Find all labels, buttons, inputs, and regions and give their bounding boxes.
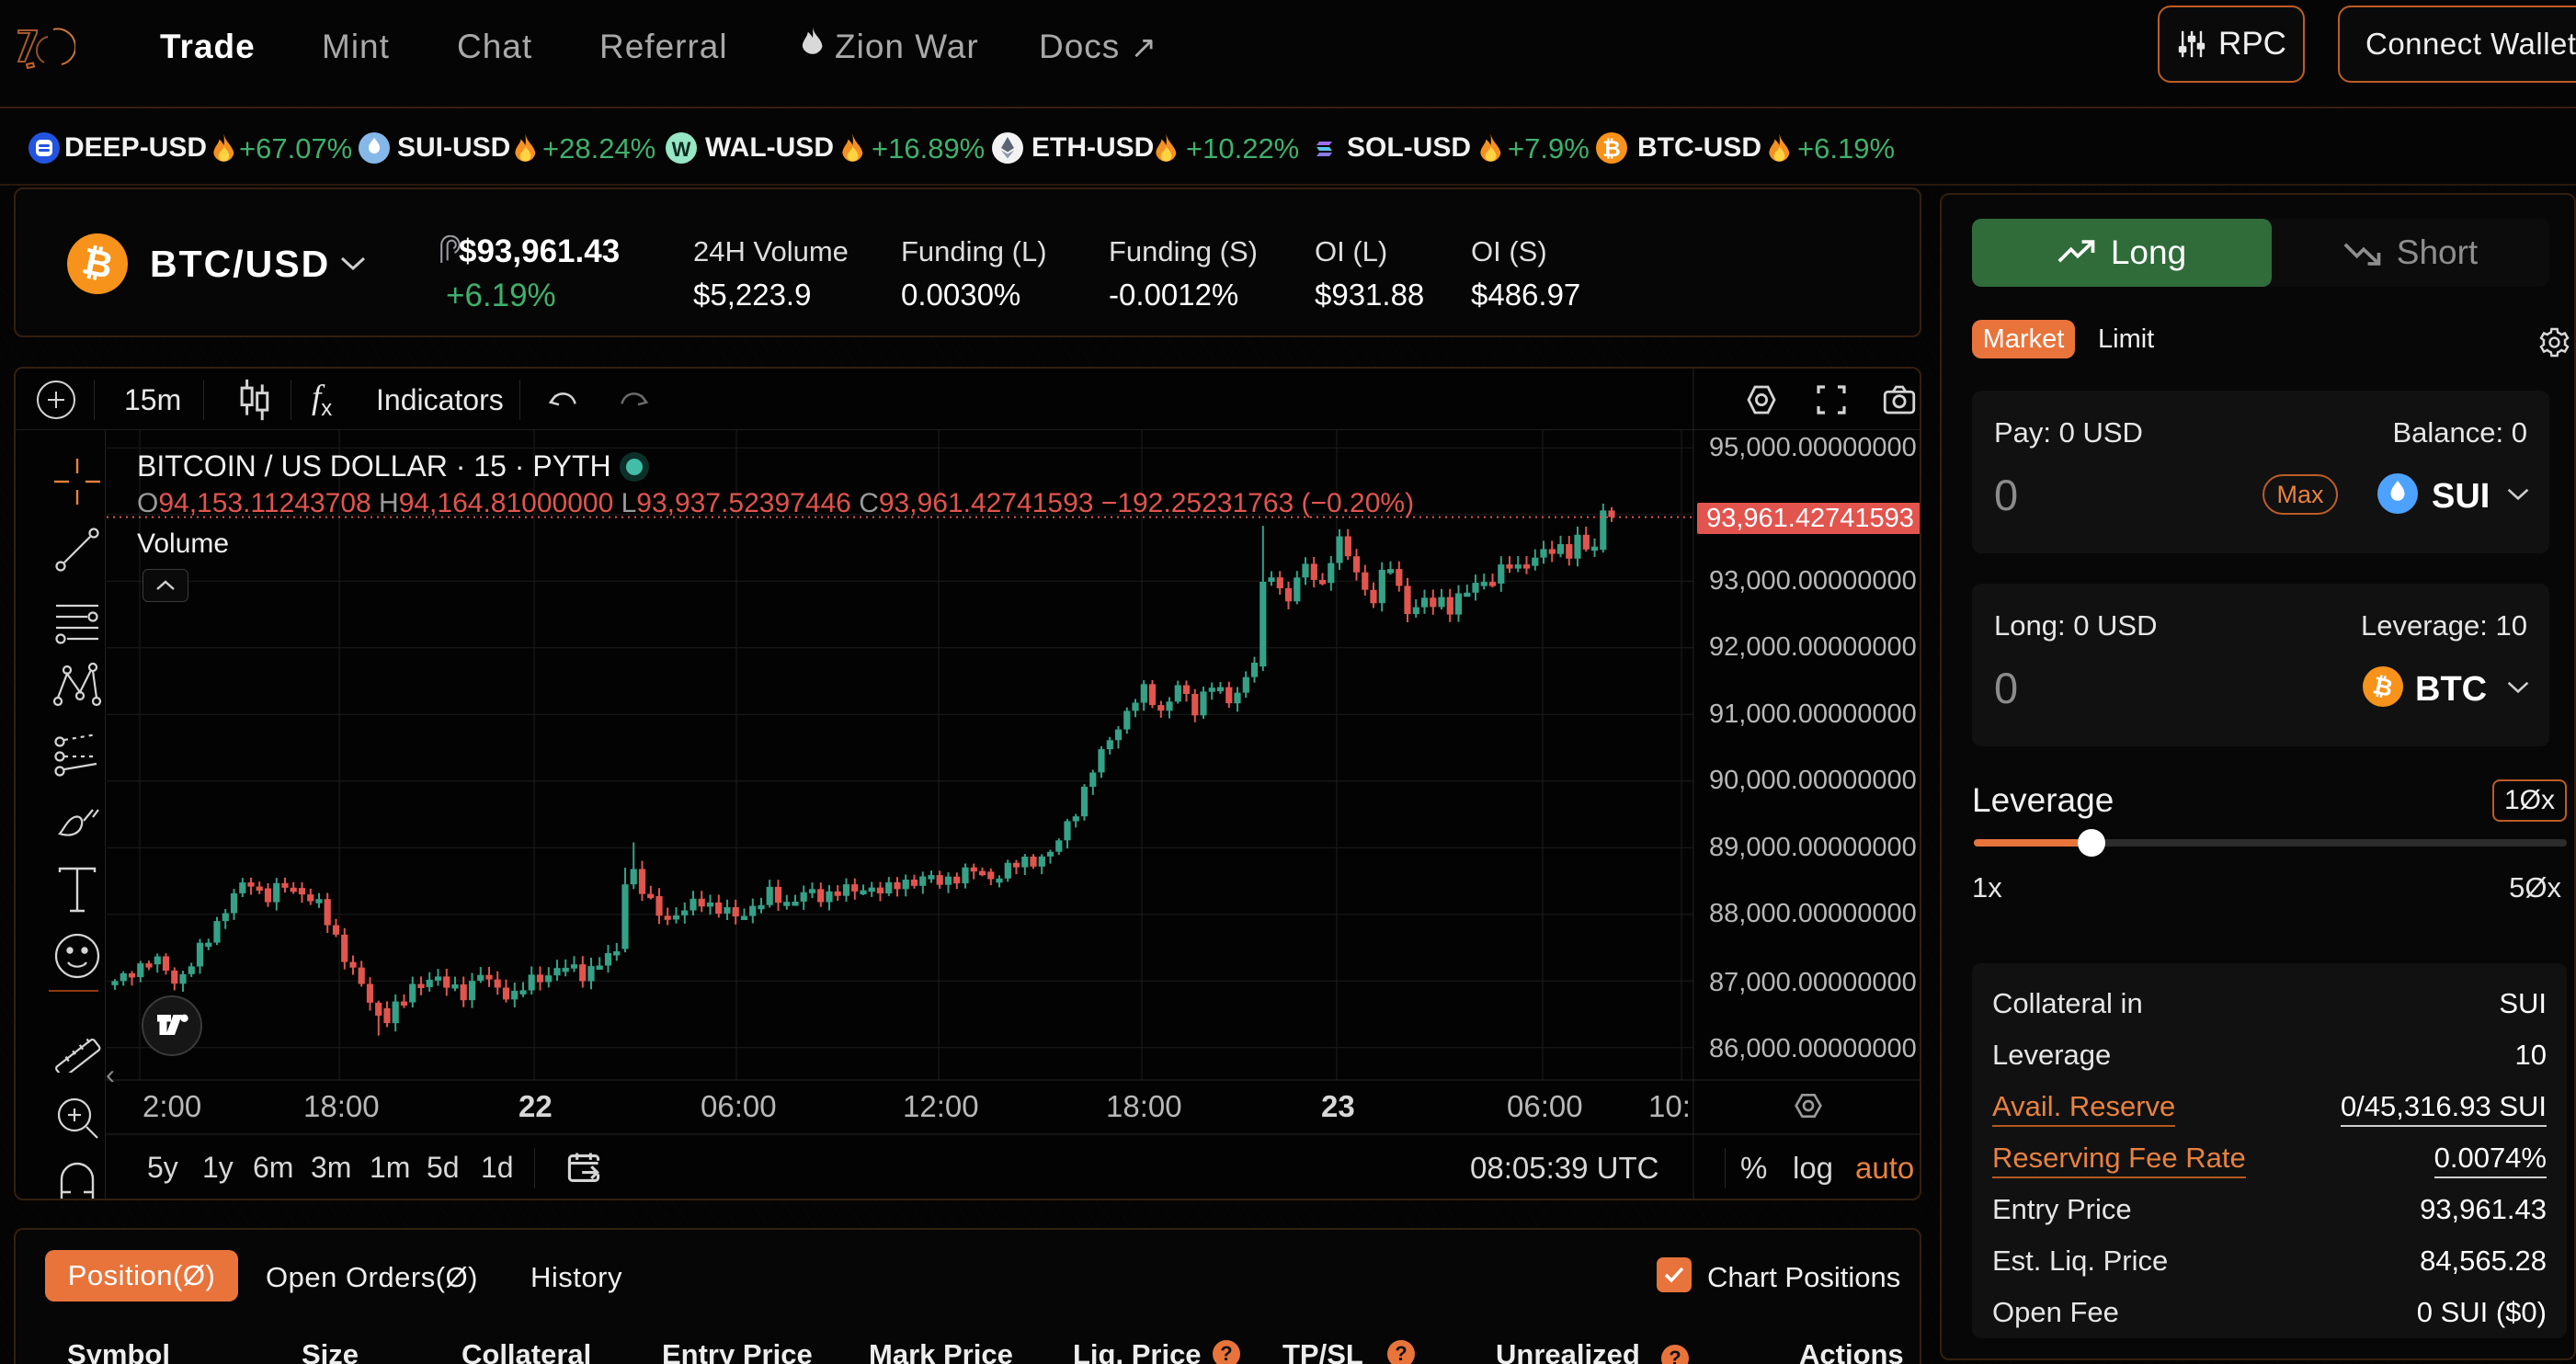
svg-text:W: W	[672, 138, 691, 161]
svg-text:₿: ₿	[1602, 137, 1621, 162]
